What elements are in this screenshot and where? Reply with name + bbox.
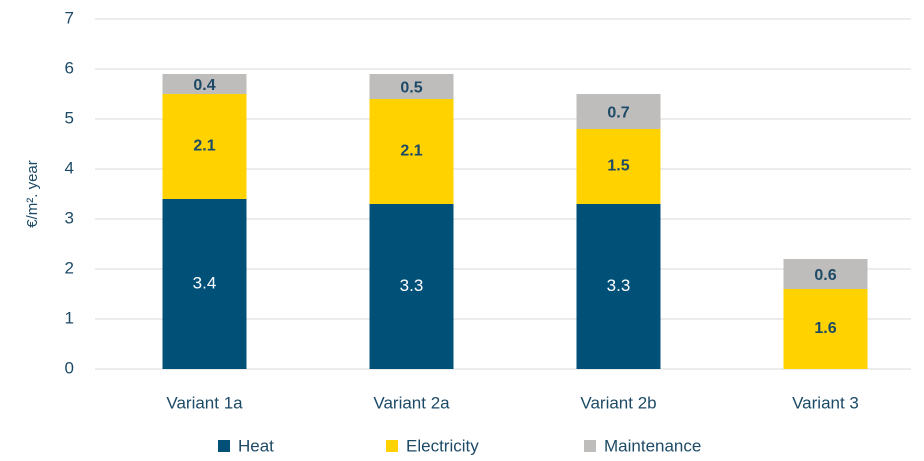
data-label: 0.5 (400, 80, 422, 97)
data-label: 0.7 (607, 105, 629, 122)
y-tick-label: 5 (65, 108, 74, 127)
y-tick-label: 6 (65, 58, 74, 77)
bar-segment (576, 129, 661, 204)
bar-segment (576, 204, 661, 369)
bar-segment (369, 99, 454, 204)
legend-label: Electricity (406, 436, 479, 455)
x-tick-label: Variant 1a (166, 393, 243, 412)
bar-segment (162, 74, 247, 94)
legend-label: Heat (238, 436, 274, 455)
bar-segment (783, 259, 868, 289)
bar-segment (369, 74, 454, 99)
y-tick-label: 2 (65, 258, 74, 277)
data-label: 0.4 (193, 77, 215, 94)
x-tick-label: Variant 2a (373, 393, 450, 412)
y-axis-label: €/m². year (24, 160, 41, 228)
y-tick-label: 3 (65, 208, 74, 227)
bar-segment (162, 199, 247, 369)
data-label: 1.5 (607, 158, 629, 175)
bar-segment (369, 204, 454, 369)
data-label: 2.1 (193, 138, 215, 155)
legend-swatch (218, 440, 230, 452)
data-label: 2.1 (400, 143, 422, 160)
x-tick-label: Variant 3 (792, 393, 859, 412)
y-tick-label: 7 (65, 8, 74, 27)
legend-label: Maintenance (604, 436, 701, 455)
data-label: 3.4 (193, 273, 217, 292)
bar-segment (783, 289, 868, 369)
y-tick-label: 0 (65, 358, 74, 377)
y-tick-label: 1 (65, 308, 74, 327)
x-tick-label: Variant 2b (580, 393, 656, 412)
y-tick-label: 4 (65, 158, 74, 177)
data-label: 3.3 (400, 276, 424, 295)
data-label: 1.6 (814, 320, 836, 337)
legend-swatch (584, 440, 596, 452)
data-label: 0.6 (814, 267, 836, 284)
data-label: 3.3 (607, 276, 631, 295)
bar-segment (576, 94, 661, 129)
legend-swatch (386, 440, 398, 452)
bar-segment (162, 94, 247, 199)
